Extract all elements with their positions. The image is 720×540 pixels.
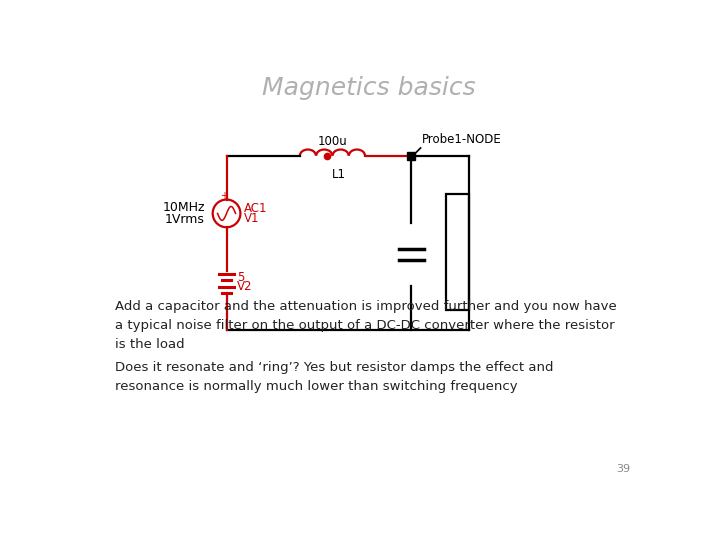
Text: L1: L1: [332, 168, 346, 181]
Text: Add a capacitor and the attenuation is improved further and you now have
a typic: Add a capacitor and the attenuation is i…: [115, 300, 616, 350]
Text: 100u: 100u: [318, 135, 347, 148]
Text: 10MHz: 10MHz: [163, 201, 205, 214]
Text: 39: 39: [616, 464, 631, 475]
Text: 5: 5: [238, 271, 245, 284]
Text: V2: V2: [238, 280, 253, 293]
Text: 1Vrms: 1Vrms: [165, 213, 205, 226]
Text: +: +: [220, 191, 228, 201]
Text: Probe1-NODE: Probe1-NODE: [422, 133, 502, 146]
Text: AC1: AC1: [243, 202, 267, 215]
Text: V1: V1: [243, 212, 259, 225]
Bar: [446, 194, 469, 309]
Text: Does it resonate and ‘ring’? Yes but resistor damps the effect and
resonance is : Does it resonate and ‘ring’? Yes but res…: [115, 361, 554, 393]
Text: Magnetics basics: Magnetics basics: [262, 76, 476, 100]
